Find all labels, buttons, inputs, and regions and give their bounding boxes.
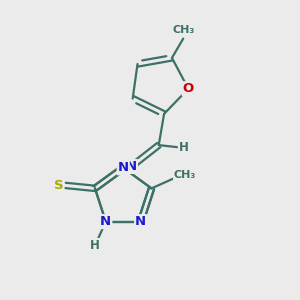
Text: S: S <box>54 179 64 192</box>
Text: O: O <box>183 82 194 95</box>
Text: CH₃: CH₃ <box>174 170 196 180</box>
Text: N: N <box>126 160 137 173</box>
Text: H: H <box>179 141 189 154</box>
Text: N: N <box>118 161 129 174</box>
Text: N: N <box>100 215 111 228</box>
Text: N: N <box>135 215 146 228</box>
Text: CH₃: CH₃ <box>173 25 195 35</box>
Text: H: H <box>89 239 99 252</box>
